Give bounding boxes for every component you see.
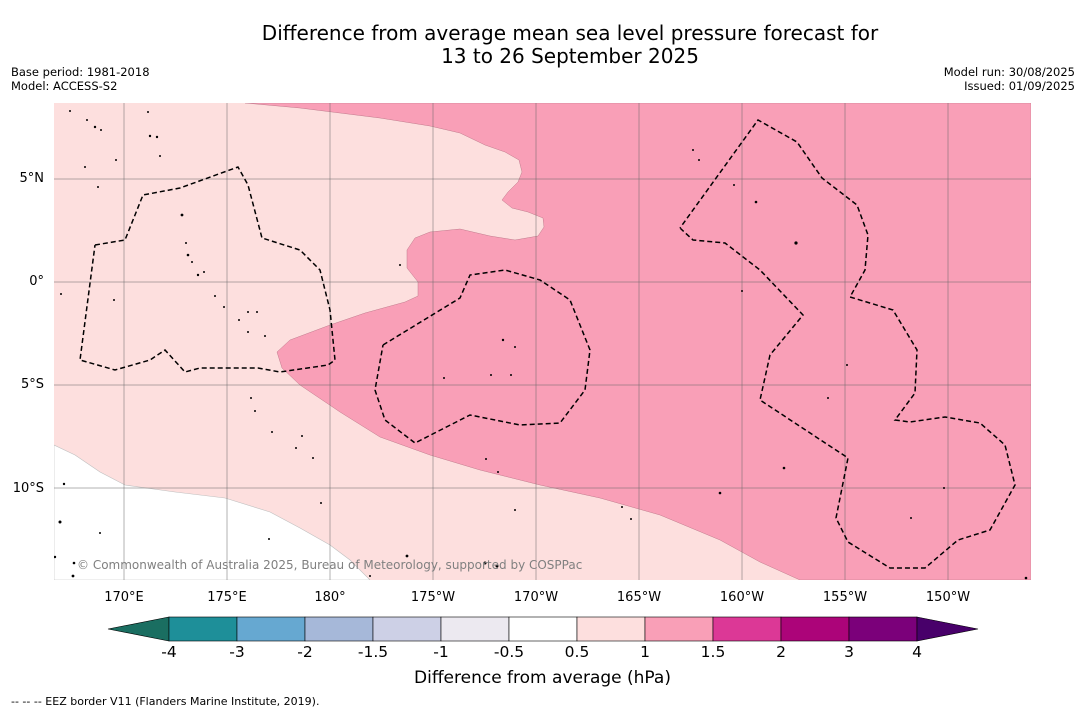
colorbar-upper-arrow (916, 616, 979, 642)
colorbar-label: 4 (912, 643, 922, 661)
colorbar-label: 2 (776, 643, 786, 661)
colorbar-bin (712, 616, 782, 642)
lon-label-150w: 150°W (925, 590, 971, 605)
colorbar-bin (304, 616, 374, 642)
anomaly-band-medium (244, 103, 1031, 580)
lat-label-5n: 5°N (19, 171, 45, 186)
colorbar-label: 1.5 (700, 643, 726, 661)
eez-border-east (679, 119, 1016, 569)
colorbar-label: -1.5 (357, 643, 389, 661)
model-text: Model: ACCESS-S2 (11, 79, 118, 93)
lon-label-180: 180° (314, 590, 346, 605)
colorbar-bin (236, 616, 306, 642)
colorbar-label: -4 (161, 643, 177, 661)
colorbar-label: -0.5 (493, 643, 525, 661)
lon-label-170w: 170°W (513, 590, 559, 605)
lon-label-165w: 165°W (616, 590, 662, 605)
lon-label-175e: 175°E (207, 590, 247, 605)
lon-label-160w: 160°W (719, 590, 765, 605)
eez-border-west (79, 166, 336, 373)
lon-label-170e: 170°E (104, 590, 144, 605)
eez-border-central (374, 269, 591, 444)
base-period-text: Base period: 1981-2018 (11, 65, 150, 79)
model-run-text: Model run: 30/08/2025 (943, 65, 1075, 79)
map-title-line-2: 13 to 26 September 2025 (441, 44, 699, 68)
graticule-lines (54, 103, 1031, 580)
model-run-info: Model run: 30/08/2025 Issued: 01/09/2025 (944, 65, 1075, 93)
base-period-info: Base period: 1981-2018 Model: ACCESS-S2 (11, 65, 150, 93)
lat-label-10s: 10°S (12, 481, 44, 496)
colorbar-label: 3 (844, 643, 854, 661)
colorbar-bin (168, 616, 238, 642)
colorbar-bin (576, 616, 646, 642)
colorbar-bin (508, 616, 578, 642)
issued-text: Issued: 01/09/2025 (964, 79, 1075, 93)
anomaly-neutral-area (54, 444, 371, 580)
islands (54, 110, 1028, 580)
colorbar-label: 1 (640, 643, 650, 661)
colorbar-bin (644, 616, 714, 642)
colorbar-bin (848, 616, 918, 642)
colorbar-bin (372, 616, 442, 642)
lat-label-0: 0° (29, 274, 44, 289)
colorbar-label: -3 (229, 643, 245, 661)
eez-borders (79, 119, 1016, 569)
colorbar-bin (440, 616, 510, 642)
lon-label-175w: 175°W (410, 590, 456, 605)
lon-label-155w: 155°W (822, 590, 868, 605)
colorbar-label: 0.5 (564, 643, 590, 661)
lat-label-5s: 5°S (20, 377, 44, 392)
colorbar-label: -2 (297, 643, 313, 661)
copyright-notice: © Commonwealth of Australia 2025, Bureau… (77, 558, 583, 572)
colorbar-label: -1 (433, 643, 449, 661)
eez-legend-note: -- -- -- EEZ border V11 (Flanders Marine… (11, 695, 320, 708)
colorbar (107, 616, 979, 642)
map-title-line-1: Difference from average mean sea level p… (261, 21, 879, 45)
colorbar-bin (780, 616, 850, 642)
colorbar-lower-arrow (107, 616, 170, 642)
colorbar-title: Difference from average (hPa) (414, 668, 671, 688)
